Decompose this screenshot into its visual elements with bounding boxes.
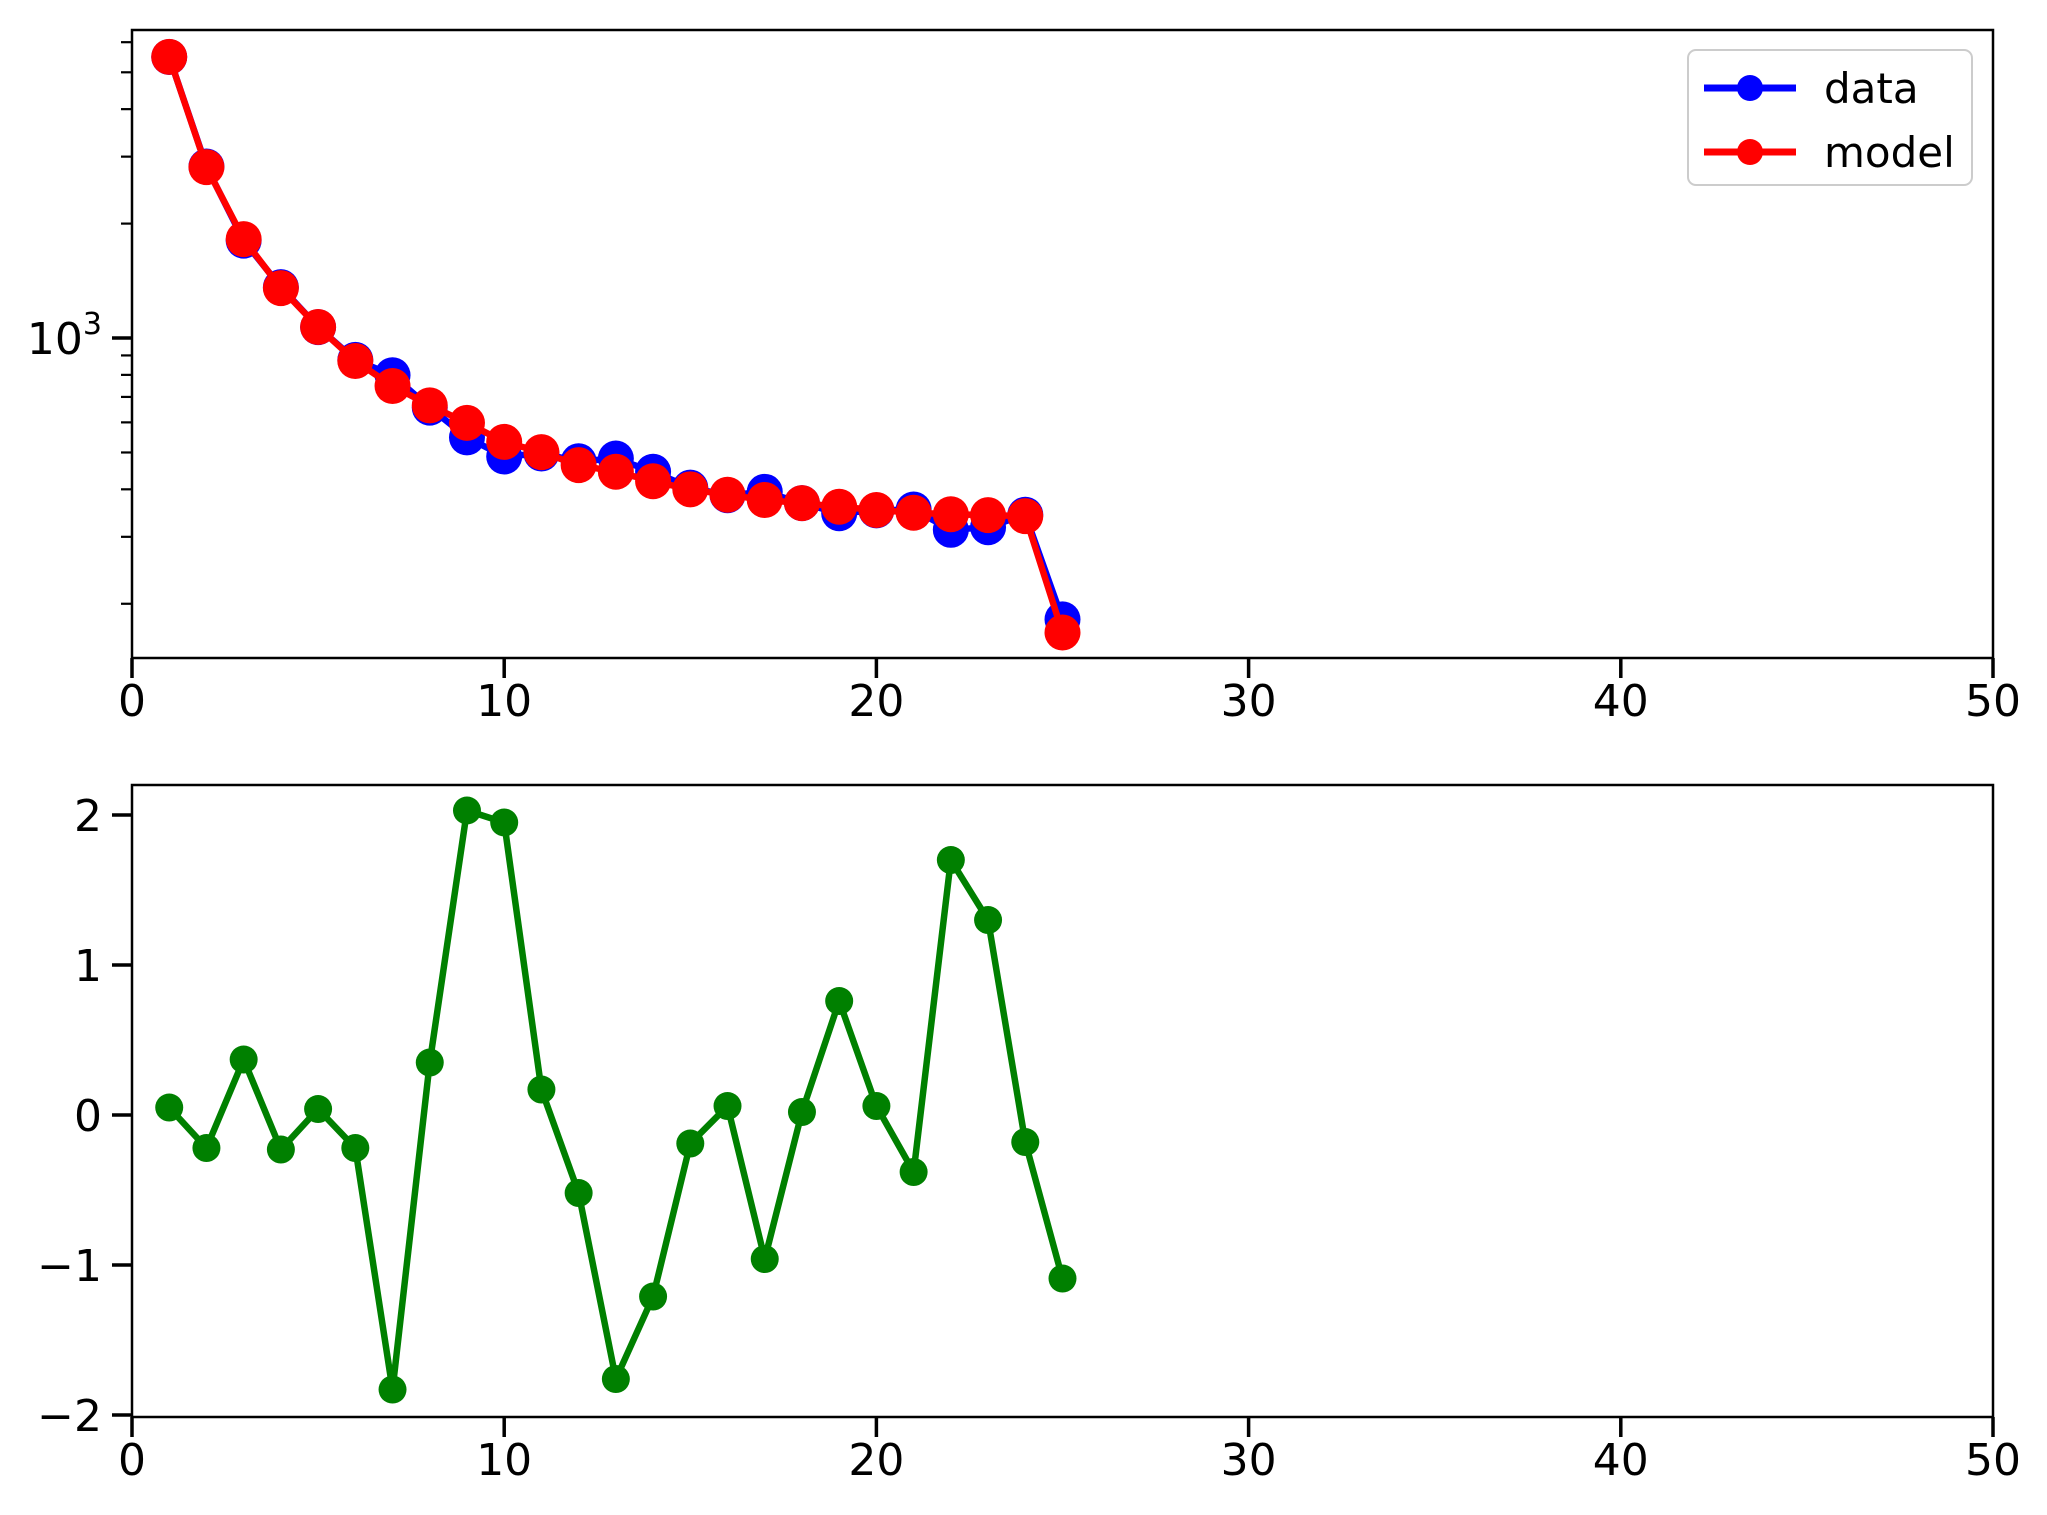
fit-plot: 0 10 20 30 40 50 103 data model [27, 28, 2021, 727]
legend-entry-label: model [1824, 128, 1955, 177]
residuals-series-line [166, 807, 1066, 1393]
model-series-marker [300, 309, 337, 346]
legend: data model [1687, 49, 1973, 186]
residuals-series-marker [378, 1375, 407, 1404]
y-major-tick-label: 103 [27, 307, 102, 365]
model-series-marker [858, 491, 895, 528]
residuals-series-marker [564, 1179, 593, 1208]
residuals-series-marker [862, 1092, 891, 1121]
residuals-series-marker [787, 1098, 816, 1127]
x-tick-label: 20 [848, 1435, 904, 1486]
x-tick-label: 40 [1593, 1435, 1649, 1486]
residuals-series-marker [155, 1093, 184, 1122]
model-series-marker [188, 149, 225, 186]
model-series-marker [672, 471, 709, 508]
residuals-series-marker [639, 1282, 668, 1311]
model-series-marker [448, 404, 485, 441]
y-tick-label: 1 [74, 941, 102, 992]
legend-entry-label: data [1824, 64, 1919, 113]
model-series-line [166, 55, 1066, 634]
fit-axes-spines [130, 28, 1995, 660]
model-series-marker [262, 270, 299, 307]
model-series-marker [746, 481, 783, 518]
residuals-series-marker [266, 1135, 295, 1164]
residuals-series-marker [750, 1245, 779, 1274]
y-tick-label: 0 [74, 1091, 102, 1142]
data-series-line [166, 55, 1066, 621]
x-tick-label: 10 [476, 1435, 532, 1486]
model-series-marker [337, 343, 374, 380]
model-series-marker [523, 434, 560, 471]
residuals-series-marker [490, 808, 519, 837]
x-tick-label: 0 [118, 676, 146, 727]
x-tick-label: 0 [118, 1435, 146, 1486]
model-series-marker [821, 488, 858, 525]
x-tick-label: 50 [1965, 1435, 2021, 1486]
model-series-marker [225, 221, 262, 258]
residuals-series-marker [676, 1129, 705, 1158]
residuals-series-marker [974, 906, 1003, 935]
residuals-series-marker [713, 1092, 742, 1121]
residuals-series-marker [192, 1134, 221, 1163]
residuals-series-marker [936, 846, 965, 875]
x-tick-label: 10 [476, 676, 532, 727]
x-tick-label: 40 [1593, 676, 1649, 727]
model-series-marker [635, 463, 672, 500]
residuals-series-marker [1011, 1128, 1040, 1157]
y-tick-label: −2 [37, 1391, 102, 1442]
legend-entry-marker [1737, 75, 1763, 101]
model-series-marker [374, 367, 411, 404]
model-series-marker [597, 453, 634, 490]
residuals-series-marker [899, 1158, 928, 1187]
model-series-marker [932, 496, 969, 533]
y-tick-label: −1 [37, 1241, 102, 1292]
residuals-series-marker [452, 796, 481, 825]
model-series-marker [1044, 614, 1081, 651]
model-series-marker [560, 447, 597, 484]
model-series-marker [970, 497, 1007, 534]
legend-entry-marker [1737, 139, 1763, 165]
legend-entry-data: data [1704, 64, 1919, 113]
legend-entry-model: model [1704, 128, 1955, 177]
residuals-series-marker [825, 987, 854, 1016]
x-tick-label: 20 [848, 676, 904, 727]
x-tick-label: 50 [1965, 676, 2021, 727]
y-tick-label: 2 [74, 791, 102, 842]
residuals-series-marker [601, 1365, 630, 1394]
model-series-marker [709, 476, 746, 513]
residuals-series-marker [527, 1075, 556, 1104]
x-tick-label: 30 [1221, 1435, 1277, 1486]
residuals-series-marker [341, 1134, 370, 1163]
x-tick-label: 30 [1221, 676, 1277, 727]
model-series-marker [1007, 498, 1044, 535]
model-series-marker [895, 494, 932, 531]
model-series-marker [151, 38, 188, 75]
model-series-marker [486, 423, 523, 460]
residuals-series-marker [229, 1045, 258, 1074]
residuals-series-marker [304, 1095, 333, 1124]
model-series-marker [783, 485, 820, 522]
residuals-series-marker [415, 1048, 444, 1077]
model-series-marker [411, 387, 448, 424]
residuals-series-marker [1048, 1264, 1077, 1293]
residuals-axes-spines [130, 783, 1995, 1419]
